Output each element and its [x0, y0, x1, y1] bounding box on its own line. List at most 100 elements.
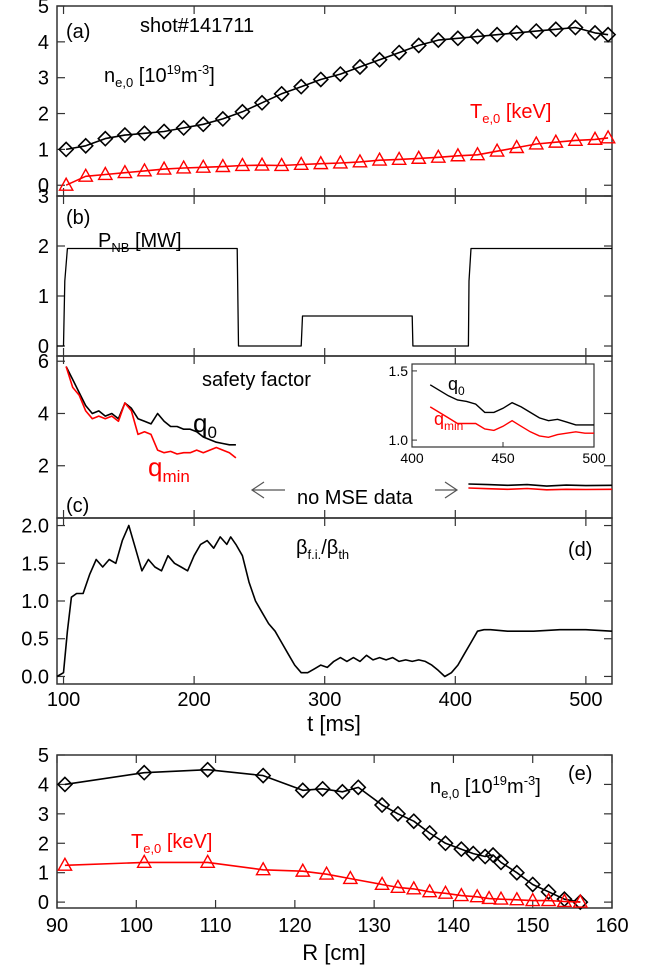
panel-a-triangle-marker — [371, 151, 388, 166]
panel-e-triangle-marker — [524, 892, 541, 907]
inset-ytick-label: 1.5 — [389, 363, 409, 379]
panel-e-diamond-marker — [508, 864, 525, 881]
panel-a-triangle-marker — [508, 139, 525, 154]
panel-a-triangle-marker — [430, 148, 447, 163]
panel-a-diamond-marker — [97, 130, 114, 147]
r-axis-label: R [cm] — [302, 940, 366, 965]
panel-a-diamond-marker — [273, 85, 290, 102]
panel-e-triangle-marker — [572, 893, 589, 908]
panel-e-triangle-marker — [318, 865, 335, 880]
panel-e-triangle-marker — [493, 890, 509, 905]
inset-xtick-label: 500 — [582, 450, 606, 466]
panel-e-diamond-marker — [437, 835, 454, 852]
inset-series-1-line — [429, 406, 594, 439]
panel-e-triangle-marker — [342, 870, 359, 885]
panel-a-triangle-marker — [450, 147, 466, 162]
ytick-label-d: 2.0 — [21, 516, 49, 538]
panel-e-triangle-marker — [481, 890, 497, 905]
panel-c-series-3-line — [468, 487, 613, 491]
panel-e-diamond-marker — [421, 824, 438, 842]
panel-e-diamond-marker — [294, 782, 311, 799]
ytick-label-c: 4 — [38, 403, 49, 425]
panel-e-triangle-marker — [390, 878, 406, 894]
panel-a-triangle-marker — [195, 158, 212, 173]
panel-a-series-1-line — [65, 137, 609, 186]
panel-d-beta-label: βf.i./βth — [296, 537, 349, 562]
panel-a-triangle-marker — [175, 159, 192, 174]
panel-a-triangle-marker — [293, 156, 310, 171]
inset-frame — [411, 363, 595, 448]
panel-e-triangle-marker — [57, 856, 73, 871]
panel-e-letter: (e) — [568, 763, 592, 785]
ytick-label-a: 2 — [38, 104, 49, 126]
ytick-label-e: 0 — [38, 892, 49, 914]
panel-e-triangle-marker — [540, 892, 557, 907]
ytick-label-d: 0.0 — [21, 666, 49, 688]
panel-a-diamond-marker — [567, 19, 584, 36]
panel-a-diamond-marker — [371, 51, 388, 68]
time-axis-tick-label: 400 — [439, 689, 472, 711]
no-mse-label: no MSE data — [297, 487, 414, 509]
r-axis-tick-label: 120 — [278, 915, 311, 937]
r-axis-tick-label: 110 — [200, 915, 232, 937]
panel-a-shot-label: shot#141711 — [140, 15, 254, 37]
panel-e-triangle-marker — [469, 888, 486, 903]
panel-a-triangle-marker — [215, 158, 231, 173]
panel-e-diamond-marker — [572, 893, 589, 911]
panel-e-diamond-marker — [314, 780, 331, 797]
panel-e-diamond-marker — [373, 796, 391, 814]
panel-a-triangle-marker — [567, 131, 584, 147]
tick-marks — [56, 5, 613, 908]
panel-a-diamond-marker — [293, 78, 310, 95]
ytick-label-a: 1 — [38, 139, 49, 161]
panel-b-pnb-label: PNB [MW] — [98, 230, 182, 255]
panel-d-series-0-line — [56, 524, 613, 678]
panel-e-ne-label: ne,0 [1019m-3] — [430, 773, 541, 801]
panel-b-series-0-line — [57, 247, 612, 347]
panel-c-letter: (c) — [66, 495, 89, 517]
ytick-label-e: 2 — [38, 833, 49, 855]
r-axis-tick-label: 160 — [595, 915, 628, 937]
panel-a-triangle-marker — [600, 129, 616, 144]
panel-e-diamond-marker — [350, 779, 367, 796]
panel-a-ne-label: ne,0 [1019m-3] — [104, 62, 215, 90]
panel-a-triangle-marker — [469, 146, 486, 161]
panel-c-title: safety factor — [202, 369, 311, 391]
ytick-label-c: 2 — [38, 456, 49, 478]
panel-a-triangle-marker — [352, 153, 368, 168]
ytick-label-e: 5 — [38, 745, 49, 767]
panel-a-triangle-marker — [587, 130, 603, 145]
panel-a-diamond-marker — [599, 26, 617, 43]
panel-e-diamond-marker — [484, 846, 502, 864]
panel-a-diamond-marker — [528, 22, 545, 40]
panel-d-letter: (d) — [568, 539, 592, 561]
panel-b-letter: (b) — [66, 207, 90, 229]
panel-a-triangle-marker — [254, 156, 270, 171]
panel-e-triangle-marker — [509, 891, 525, 906]
inset-xtick-label: 450 — [491, 450, 515, 466]
panel-e-diamond-marker — [465, 845, 482, 862]
panel-a-diamond-marker — [253, 94, 271, 111]
r-axis-tick-label: 90 — [46, 915, 68, 937]
ytick-label-b: 0 — [38, 336, 49, 358]
panel-a-diamond-marker — [508, 24, 525, 42]
panel-a-diamond-marker — [469, 28, 486, 45]
panel-e-diamond-marker — [492, 854, 510, 871]
panel-a-diamond-marker — [430, 31, 447, 49]
panel-a-diamond-marker — [391, 44, 408, 61]
panel-e-triangle-marker — [255, 861, 271, 876]
panel-e-triangle-marker — [437, 884, 454, 899]
time-axis-tick-label: 200 — [177, 689, 210, 711]
panel-a-diamond-marker — [175, 119, 192, 137]
panel-a-diamond-marker — [116, 126, 134, 144]
panel-a-diamond-marker — [234, 103, 251, 120]
ytick-label-e: 3 — [38, 804, 49, 826]
ytick-label-a: 5 — [38, 0, 49, 18]
r-axis-tick-label: 130 — [357, 915, 390, 937]
panel-a-triangle-marker — [528, 135, 545, 150]
panel-a-diamond-marker — [410, 37, 427, 54]
panel-a-triangle-marker — [77, 167, 94, 182]
panel-a-diamond-marker — [586, 24, 604, 42]
